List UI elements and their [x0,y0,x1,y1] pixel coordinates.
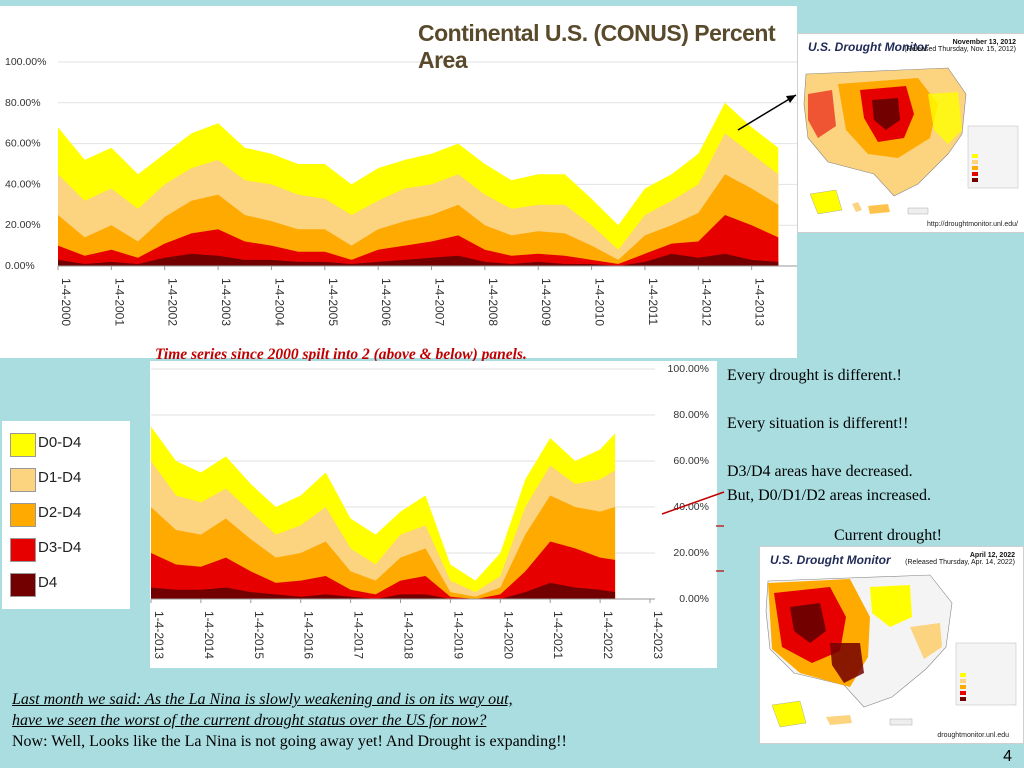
chart-legend: D0-D4 D1-D4 D2-D4 D3-D4 D4 [2,421,130,609]
legend-label: D0-D4 [38,434,82,451]
x-tick-label: 1-4-2014 [202,611,216,659]
x-tick-label: 1-4-2004 [272,278,286,326]
legend-swatch-d2 [10,503,36,527]
x-tick-label: 1-4-2017 [352,611,366,659]
y-tick-label: 0.00% [679,593,709,605]
commentary-text: Last month we said: As the La Nina is sl… [12,689,567,752]
chart-title: Continental U.S. (CONUS) Percent Area [418,20,776,73]
map-date: April 12, 2022 (Released Thursday, Apr. … [905,552,1015,566]
y-tick-label: 100.00% [668,363,709,375]
legend-swatch-d0 [10,433,36,457]
x-tick-label: 1-4-2012 [699,278,713,326]
x-tick-label: 1-4-2023 [651,611,665,659]
x-tick-label: 1-4-2015 [252,611,266,659]
area-series-d2-d4 [151,495,616,599]
x-tick-label: 1-4-2018 [402,611,416,659]
y-tick-label: 60.00% [673,455,709,467]
legend-item-d4: D4 [10,571,125,597]
us-map-graphic [803,67,1019,215]
legend-swatch-d4 [10,573,36,597]
x-tick-label: 1-4-2003 [219,278,233,326]
x-tick-label: 1-4-2011 [646,278,660,325]
area-series-d3-d4 [58,215,779,266]
area-series-d4 [151,582,616,599]
y-tick-label: 40.00% [5,178,41,190]
legend-item-d2: D2-D4 [10,501,125,527]
legend-swatch-d3 [10,538,36,562]
y-tick-label: 60.00% [5,138,41,150]
x-tick-label: 1-4-2013 [152,611,166,659]
x-tick-label: 1-4-2016 [302,611,316,659]
x-tick-label: 1-4-2005 [326,278,340,326]
x-tick-label: 1-4-2013 [753,278,767,326]
area-series-d4 [58,253,779,266]
x-tick-label: 1-4-2021 [551,611,565,659]
map-released-text: (Released Thursday, Apr. 14, 2022) [905,559,1015,566]
map-date: November 13, 2012 (Released Thursday, No… [904,39,1016,53]
x-tick-label: 1-4-2008 [486,278,500,326]
x-tick-label: 1-4-2006 [379,278,393,326]
drought-map-2022: U.S. Drought Monitor April 12, 2022 (Rel… [759,546,1024,744]
legend-item-d3: D3-D4 [10,536,125,562]
map-title: U.S. Drought Monitor [770,553,891,567]
top-chart-panel: Continental U.S. (CONUS) Percent Area 10… [0,6,797,363]
bottom-area-chart: 100.00% 80.00% 60.00% 40.00% 20.00% 0.00% 1-4-… [150,363,709,659]
commentary-line-1: Last month we said: As the La Nina is sl… [12,691,513,708]
chart-caption: Time series since 2000 spilt into 2 (abo… [155,346,527,363]
note-every-drought: Every drought is different.! [727,367,902,384]
note-d0d2-increased: But, D0/D1/D2 areas increased. [727,487,931,504]
y-tick-label: 40.00% [673,501,709,513]
commentary-line-3: Now: Well, Looks like the La Nina is not… [12,733,567,750]
x-tick-label: 1-4-2010 [593,278,607,326]
legend-item-d0: D0-D4 [10,431,125,457]
x-tick-label: 1-4-2020 [501,611,515,659]
note-current-drought: Current drought! [834,527,942,544]
legend-item-d1: D1-D4 [10,466,125,492]
map-url: droughtmonitor.unl.edu [937,732,1009,739]
note-d3d4-decreased: D3/D4 areas have decreased. [727,463,913,480]
x-tick-label: 1-4-2007 [433,278,447,326]
y-tick-label: 80.00% [673,409,709,421]
y-tick-label: 80.00% [5,97,41,109]
area-series-d3-d4 [151,541,616,599]
legend-label: D4 [38,574,58,591]
note-every-situation: Every situation is different!! [727,415,909,432]
top-area-chart: 100.00% 80.00% 60.00% 40.00% 20.00% 0.00% 1-4-… [5,56,797,326]
y-tick-label: 100.00% [5,56,46,68]
us-map-graphic [765,574,1017,728]
bottom-chart-panel: 100.00% 80.00% 60.00% 40.00% 20.00% 0.00% 1-4-… [150,361,717,668]
x-tick-label: 1-4-2001 [112,278,126,326]
map-title: U.S. Drought Monitor [808,40,929,54]
map-url: http://droughtmonitor.unl.edu/ [926,221,1018,228]
drought-map-2012: U.S. Drought Monitor November 13, 2012 (… [797,33,1024,233]
x-tick-label: 1-4-2009 [539,278,553,326]
y-tick-label: 20.00% [673,547,709,559]
x-tick-label: 1-4-2022 [601,611,615,659]
legend-label: D1-D4 [38,469,82,486]
legend-label: D2-D4 [38,504,82,521]
legend-label: D3-D4 [38,539,82,556]
x-tick-label: 1-4-2019 [451,611,465,659]
x-tick-label: 1-4-2000 [59,278,73,326]
legend-swatch-d1 [10,468,36,492]
page-number: 4 [1003,748,1012,765]
y-tick-label: 20.00% [5,219,41,231]
map-released-text: (Released Thursday, Nov. 15, 2012) [904,46,1016,53]
y-tick-label: 0.00% [5,260,35,272]
x-tick-label: 1-4-2002 [166,278,180,326]
map-date-text: April 12, 2022 [969,552,1015,559]
commentary-line-2: have we seen the worst of the current dr… [12,712,487,729]
map-date-text: November 13, 2012 [952,39,1016,46]
